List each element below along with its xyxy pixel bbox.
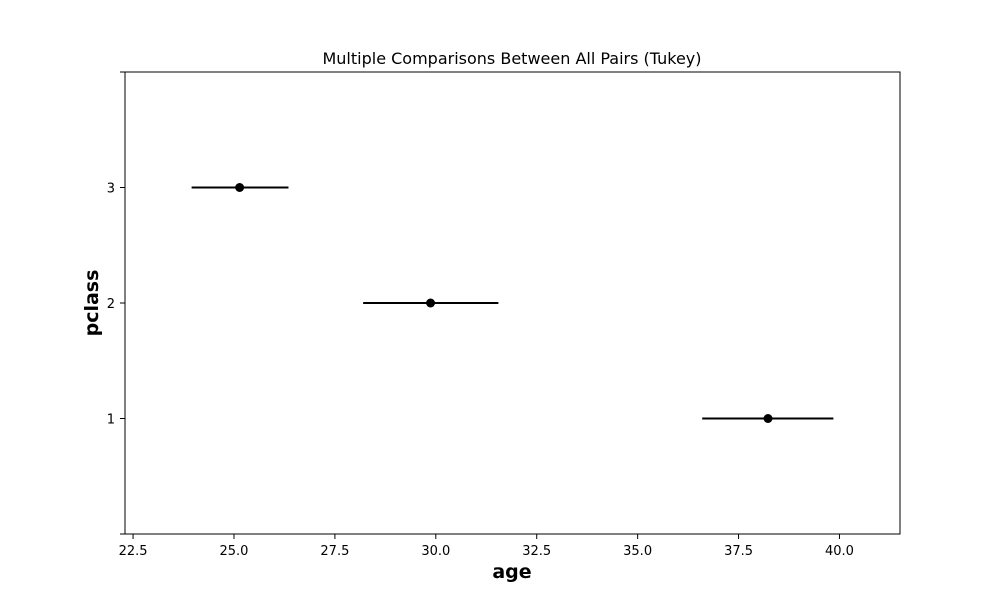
mean-marker-3 [235,183,245,192]
x-tick-label: 27.5 [320,544,349,559]
x-tick-label: 40.0 [825,544,854,559]
plot-area [191,183,834,423]
x-tick-label: 25.0 [220,544,249,559]
x-tick-label: 22.5 [119,544,148,559]
mean-marker-1 [763,414,773,423]
chart-title: Multiple Comparisons Between All Pairs (… [322,49,701,68]
x-tick-label: 32.5 [522,544,551,559]
plot-frame [124,71,901,535]
x-tick-label: 37.5 [724,544,753,559]
x-axis-label: age [492,561,531,583]
x-tick-label: 35.0 [623,544,652,559]
y-tick-label: 3 [107,182,115,197]
y-axis: 1 2 3 [107,71,125,535]
y-tick-label: 2 [107,297,115,312]
x-tick-label: 30.0 [421,544,450,559]
y-axis-label: pclass [81,270,103,337]
mean-marker-2 [426,298,436,308]
y-tick-label: 1 [107,413,115,428]
x-axis: 22.5 25.0 27.5 30.0 32.5 35.0 37.5 40.0 [119,534,854,559]
